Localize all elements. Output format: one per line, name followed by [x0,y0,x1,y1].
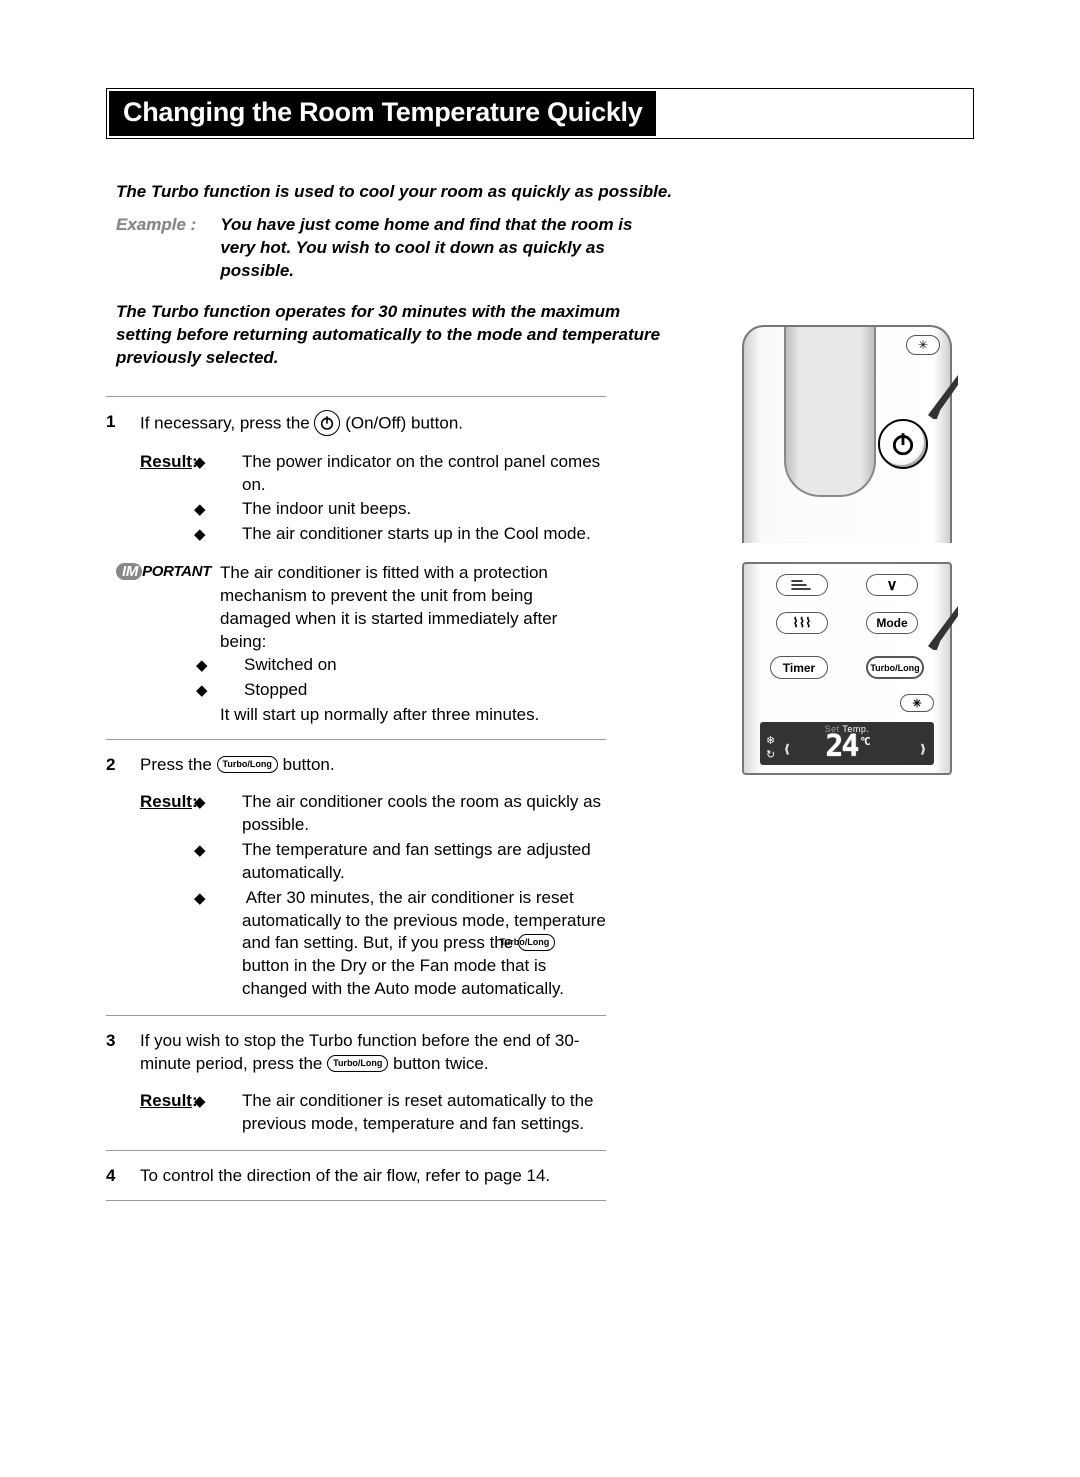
example-label: Example : [116,214,196,283]
lcd-unit: °C [859,735,868,748]
step-body: If you wish to stop the Turbo function b… [140,1030,606,1138]
important-item: Switched on [220,654,606,677]
remote-screen-outline [784,327,876,497]
rule [106,396,606,397]
lcd-arrows-left-icon: ⟨⟨⟨ [784,742,786,756]
turbo-long-button: Turbo/Long [866,656,924,679]
fan-icon: ✳ [900,694,934,712]
important-tail: It will start up normally after three mi… [220,704,606,727]
remote-panel-illustration: ∨ ⌇⌇⌇ Mode Timer Turbo/Long ✳ Set Temp. … [742,562,962,777]
power-button [878,419,928,469]
important-body: The air conditioner is fitted with a pro… [220,562,606,727]
step-3: 3 If you wish to stop the Turbo function… [106,1030,606,1138]
result-block: Result The air conditioner is reset auto… [140,1090,606,1138]
power-icon [314,410,340,436]
steps: 1 If necessary, press the (On/Off) butto… [106,396,606,1201]
result-item: The air conditioner cools the room as qu… [218,791,606,837]
turbo-long-icon: Turbo/Long [518,934,555,951]
lcd-temperature: 24 °C [825,732,868,762]
turbo-long-icon: Turbo/Long [327,1055,388,1072]
important-lead: The air conditioner is fitted with a pro… [220,562,606,654]
result-item: The air conditioner is reset automatical… [218,1090,606,1136]
pointer-arrow-icon [928,606,958,650]
step-4: 4 To control the direction of the air fl… [106,1165,606,1188]
mode-button: Mode [866,612,918,634]
important-badge: IM [116,563,142,580]
fan-speed-button [776,574,828,596]
lcd-display: Set Temp. ❄↻ ⟨⟨⟨ 24 °C ⟩⟩⟩ [760,722,934,765]
step-instruction: Press the Turbo/Long button. [140,754,606,777]
remote-top-illustration: ✳ [742,325,962,545]
important-block: IMPORTANT The air conditioner is fitted … [116,562,606,727]
text: PORTANT [142,563,211,580]
intro-lead: The Turbo function is used to cool your … [116,181,974,204]
remote-body: ✳ [742,325,952,543]
important-item: Stopped [220,679,606,702]
text: Press the [140,755,217,774]
step-number: 3 [106,1030,122,1138]
result-label: Result [140,1090,200,1138]
step-instruction: If you wish to stop the Turbo function b… [140,1030,606,1076]
pointer-arrow-icon [928,375,958,419]
result-block: Result The power indicator on the contro… [140,451,606,549]
result-item: The indoor unit beeps. [218,498,606,521]
step-instruction: If necessary, press the (On/Off) button. [140,411,606,437]
example-row: Example : You have just come home and fi… [116,214,974,283]
result-item: After 30 minutes, the air conditioner is… [218,887,606,1002]
rule [106,1200,606,1201]
result-items: The air conditioner is reset automatical… [218,1090,606,1138]
step-number: 4 [106,1165,122,1188]
rule [106,1015,606,1016]
title-box: Changing the Room Temperature Quickly [106,88,974,139]
lcd-arrows-right-icon: ⟩⟩⟩ [920,742,922,756]
intro-timing: The Turbo function operates for 30 minut… [116,301,676,370]
step-body: Press the Turbo/Long button. Result The … [140,754,606,1003]
rule [106,1150,606,1151]
result-items: The power indicator on the control panel… [218,451,606,549]
result-label: Result [140,791,200,1003]
step-instruction: To control the direction of the air flow… [140,1165,606,1188]
step-body: To control the direction of the air flow… [140,1165,606,1188]
lcd-value: 24 [825,732,857,762]
example-text: You have just come home and find that th… [220,214,650,283]
result-label: Result [140,451,200,549]
manual-page: Changing the Room Temperature Quickly Th… [0,0,1080,1275]
step-2: 2 Press the Turbo/Long button. Result Th… [106,754,606,1003]
text: button. [283,755,335,774]
page-title: Changing the Room Temperature Quickly [109,91,656,136]
result-item: The air conditioner starts up in the Coo… [218,523,606,546]
step-body: If necessary, press the (On/Off) button.… [140,411,606,727]
step-1: 1 If necessary, press the (On/Off) butto… [106,411,606,727]
step-number: 2 [106,754,122,1003]
important-label: IMPORTANT [116,562,210,727]
result-item: The temperature and fan settings are adj… [218,839,606,885]
text: (On/Off) button. [345,413,463,432]
fan-icon: ✳ [906,335,940,355]
timer-button: Timer [770,656,828,679]
result-block: Result The air conditioner cools the roo… [140,791,606,1003]
swing-button: ∨ [866,574,918,596]
text: If necessary, press the [140,413,314,432]
text: button twice. [393,1054,488,1073]
text: button in the Dry or the Fan mode that i… [242,956,564,998]
result-items: The air conditioner cools the room as qu… [218,791,606,1003]
result-item: The power indicator on the control panel… [218,451,606,497]
turbo-long-icon: Turbo/Long [217,756,278,773]
remote-panel: ∨ ⌇⌇⌇ Mode Timer Turbo/Long ✳ Set Temp. … [742,562,952,775]
airflow-button: ⌇⌇⌇ [776,612,828,634]
rule [106,739,606,740]
lcd-mode-icons: ❄↻ [766,734,775,763]
